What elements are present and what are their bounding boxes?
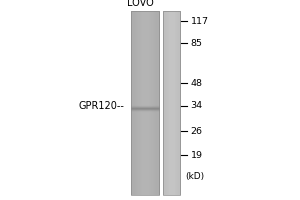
Bar — [130, 11, 159, 195]
Text: 19: 19 — [190, 150, 202, 160]
Text: 85: 85 — [190, 38, 202, 47]
Text: 26: 26 — [190, 127, 202, 136]
Text: GPR120--: GPR120-- — [79, 101, 124, 111]
Text: 48: 48 — [190, 78, 202, 88]
Text: 117: 117 — [190, 17, 208, 25]
Bar — [163, 11, 180, 195]
Text: 34: 34 — [190, 102, 202, 110]
Text: (kD): (kD) — [185, 171, 205, 180]
Text: LOVO: LOVO — [127, 0, 154, 8]
